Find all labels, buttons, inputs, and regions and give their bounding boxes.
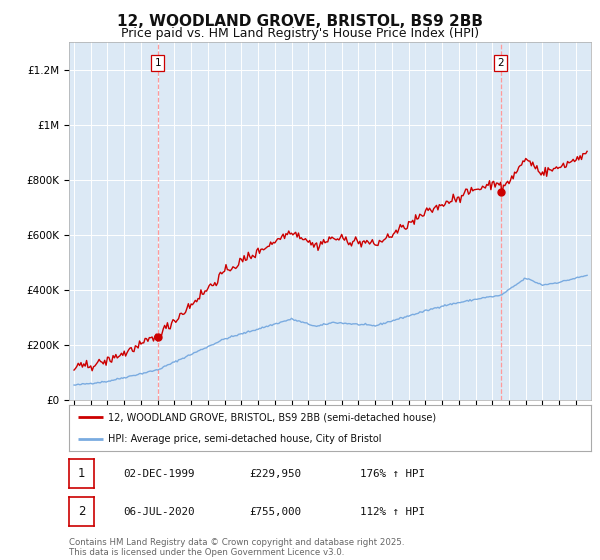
Text: 06-JUL-2020: 06-JUL-2020 [123, 507, 194, 517]
Text: HPI: Average price, semi-detached house, City of Bristol: HPI: Average price, semi-detached house,… [108, 435, 382, 444]
Text: 12, WOODLAND GROVE, BRISTOL, BS9 2BB: 12, WOODLAND GROVE, BRISTOL, BS9 2BB [117, 14, 483, 29]
Text: Price paid vs. HM Land Registry's House Price Index (HPI): Price paid vs. HM Land Registry's House … [121, 27, 479, 40]
Text: 2: 2 [78, 505, 85, 519]
Text: 12, WOODLAND GROVE, BRISTOL, BS9 2BB (semi-detached house): 12, WOODLAND GROVE, BRISTOL, BS9 2BB (se… [108, 412, 436, 422]
Text: £755,000: £755,000 [249, 507, 301, 517]
Text: 176% ↑ HPI: 176% ↑ HPI [360, 469, 425, 479]
Text: 1: 1 [154, 58, 161, 68]
Text: £229,950: £229,950 [249, 469, 301, 479]
Text: 1: 1 [78, 467, 85, 480]
Text: 2: 2 [497, 58, 504, 68]
Text: 02-DEC-1999: 02-DEC-1999 [123, 469, 194, 479]
Text: 112% ↑ HPI: 112% ↑ HPI [360, 507, 425, 517]
Text: Contains HM Land Registry data © Crown copyright and database right 2025.
This d: Contains HM Land Registry data © Crown c… [69, 538, 404, 557]
